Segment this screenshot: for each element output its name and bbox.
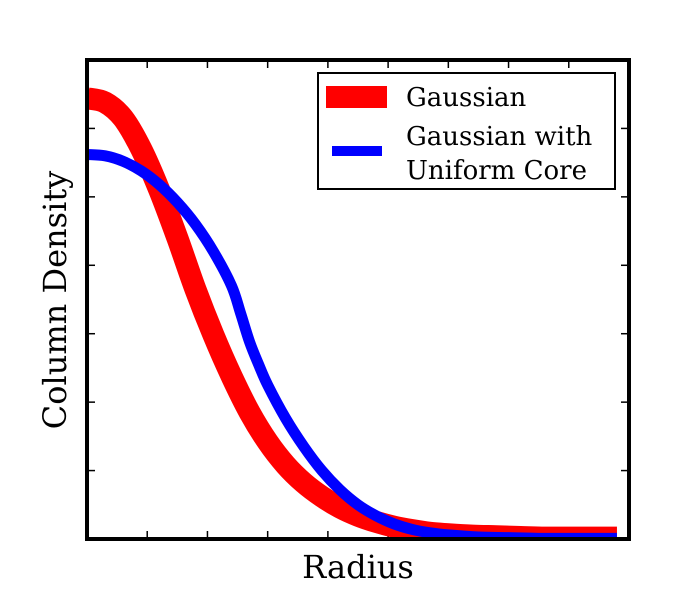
y-axis-label: Column Density	[36, 171, 74, 430]
series-line-gaussian-uniform-core	[87, 148, 617, 539]
data-series	[87, 87, 617, 539]
legend: Gaussian Gaussian with Uniform Core	[317, 72, 616, 190]
legend-label-gaussian-uniform-core-line2: Uniform Core	[406, 156, 587, 186]
legend-label-gaussian-uniform-core-line1: Gaussian with	[406, 122, 593, 152]
plot-frame	[85, 58, 631, 541]
legend-label-gaussian: Gaussian	[406, 83, 527, 113]
x-axis-label: Radius	[302, 548, 414, 586]
